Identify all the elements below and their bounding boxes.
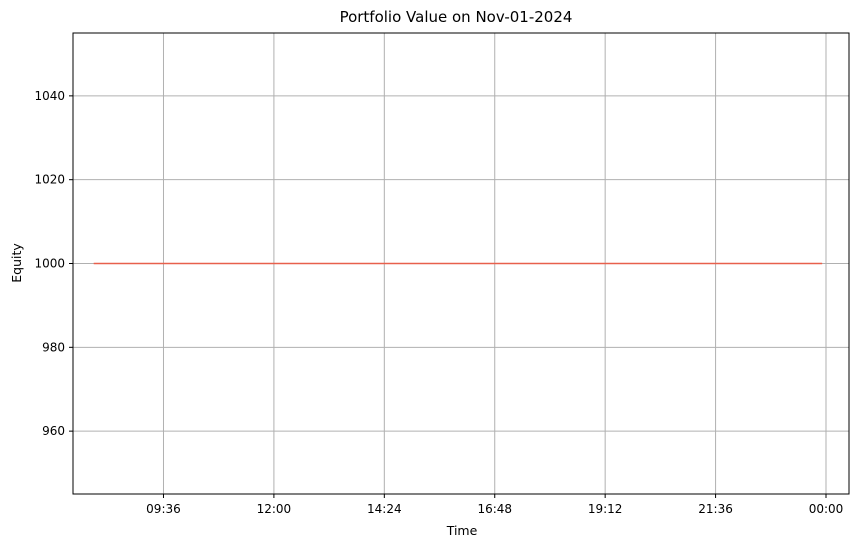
- x-tick-label: 19:12: [588, 502, 623, 516]
- y-axis-label: Equity: [9, 243, 24, 283]
- y-tick-label: 1040: [34, 89, 65, 103]
- x-tick-label: 21:36: [698, 502, 733, 516]
- x-tick-label: 12:00: [257, 502, 292, 516]
- x-tick-label: 14:24: [367, 502, 402, 516]
- x-tick-label: 09:36: [146, 502, 181, 516]
- x-tick-label: 00:00: [809, 502, 844, 516]
- y-tick-label: 960: [42, 424, 65, 438]
- x-axis-label: Time: [446, 523, 478, 538]
- y-tick-label: 1020: [34, 173, 65, 187]
- x-tick-label: 16:48: [477, 502, 512, 516]
- y-tick-label: 980: [42, 340, 65, 354]
- tick-layer: 09:36 12:00 14:24 16:48 19:12 21:36 00:00 960 98…: [34, 89, 843, 516]
- y-tick-label: 1000: [34, 257, 65, 271]
- chart-title: Portfolio Value on Nov-01-2024: [340, 8, 573, 26]
